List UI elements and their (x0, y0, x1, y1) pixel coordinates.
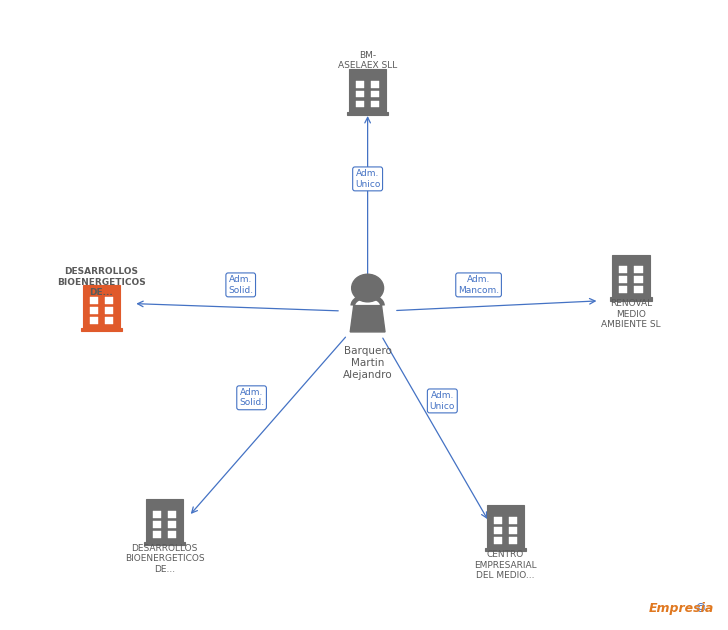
FancyBboxPatch shape (619, 266, 628, 273)
FancyBboxPatch shape (153, 511, 161, 518)
Text: Adm.
Solid.: Adm. Solid. (239, 388, 264, 408)
FancyBboxPatch shape (146, 499, 183, 542)
Text: Adm.
Solid.: Adm. Solid. (228, 275, 253, 295)
Text: Empresia: Empresia (649, 602, 713, 615)
FancyBboxPatch shape (494, 527, 502, 534)
Text: BM-
ASELAEX SLL: BM- ASELAEX SLL (338, 51, 397, 71)
FancyBboxPatch shape (168, 511, 176, 518)
FancyBboxPatch shape (90, 307, 98, 314)
FancyBboxPatch shape (610, 297, 652, 301)
FancyBboxPatch shape (634, 276, 643, 283)
Text: Adm.
Unico: Adm. Unico (430, 391, 455, 411)
Text: DESARROLLOS
BIOENERGETICOS
DE...: DESARROLLOS BIOENERGETICOS DE... (124, 544, 205, 574)
FancyBboxPatch shape (105, 307, 114, 314)
FancyBboxPatch shape (105, 297, 114, 304)
Text: Adm.
Mancom.: Adm. Mancom. (458, 275, 499, 295)
FancyBboxPatch shape (509, 517, 517, 524)
FancyBboxPatch shape (371, 101, 379, 107)
FancyBboxPatch shape (81, 328, 122, 331)
Text: Barquero
Martin
Alejandro: Barquero Martin Alejandro (343, 346, 392, 379)
Text: Adm.
Unico: Adm. Unico (355, 169, 380, 188)
Circle shape (352, 274, 384, 302)
Text: DESARROLLOS
BIOENERGETICOS
DE...: DESARROLLOS BIOENERGETICOS DE... (57, 267, 146, 297)
FancyBboxPatch shape (347, 112, 388, 115)
FancyBboxPatch shape (634, 286, 643, 293)
FancyBboxPatch shape (486, 505, 524, 548)
FancyBboxPatch shape (356, 101, 364, 107)
Polygon shape (350, 306, 385, 332)
FancyBboxPatch shape (371, 81, 379, 88)
FancyBboxPatch shape (90, 317, 98, 324)
FancyBboxPatch shape (153, 530, 161, 537)
FancyBboxPatch shape (105, 317, 114, 324)
FancyBboxPatch shape (494, 537, 502, 544)
FancyBboxPatch shape (153, 521, 161, 528)
FancyBboxPatch shape (619, 286, 628, 293)
FancyBboxPatch shape (168, 521, 176, 528)
FancyBboxPatch shape (509, 537, 517, 544)
FancyBboxPatch shape (494, 517, 502, 524)
FancyBboxPatch shape (371, 91, 379, 98)
Text: CENTRO
EMPRESARIAL
DEL MEDIO...: CENTRO EMPRESARIAL DEL MEDIO... (474, 550, 537, 580)
FancyBboxPatch shape (168, 530, 176, 537)
Text: ©: © (695, 602, 706, 615)
FancyBboxPatch shape (90, 297, 98, 304)
FancyBboxPatch shape (509, 527, 517, 534)
FancyBboxPatch shape (144, 542, 186, 545)
FancyBboxPatch shape (356, 91, 364, 98)
Text: RENOVAL
MEDIO
AMBIENTE SL: RENOVAL MEDIO AMBIENTE SL (601, 299, 661, 329)
FancyBboxPatch shape (349, 69, 387, 112)
FancyBboxPatch shape (82, 285, 120, 328)
FancyBboxPatch shape (612, 255, 649, 297)
FancyBboxPatch shape (356, 81, 364, 88)
FancyBboxPatch shape (619, 276, 628, 283)
FancyBboxPatch shape (485, 548, 526, 551)
FancyBboxPatch shape (634, 266, 643, 273)
